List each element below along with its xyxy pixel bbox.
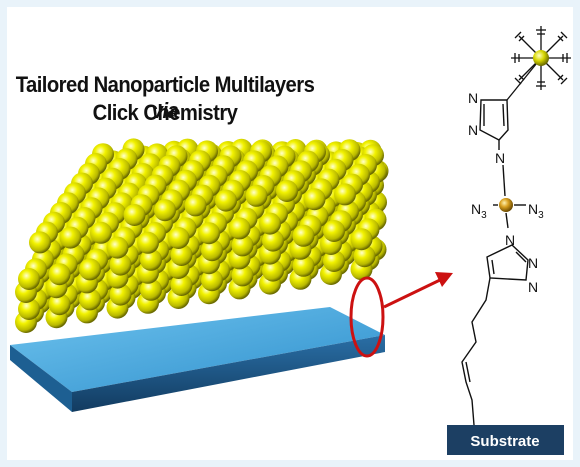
nanoparticle-sphere bbox=[109, 283, 132, 306]
nanoparticle-sphere bbox=[137, 231, 159, 254]
triazole-ring-upper bbox=[479, 99, 509, 150]
figure-title-line-2: Click Chemistry bbox=[92, 100, 238, 125]
nanoparticle-multilayer bbox=[15, 138, 389, 333]
nanoparticle-sphere bbox=[79, 258, 101, 281]
nanoparticle-sphere bbox=[262, 259, 284, 282]
triazole-ring-lower bbox=[486, 244, 529, 281]
nanoparticle-sphere bbox=[292, 224, 315, 247]
slab-front-face bbox=[72, 335, 385, 412]
pointer-arrow bbox=[383, 272, 453, 309]
nanoparticle-sphere bbox=[18, 268, 40, 290]
nanoparticle-sphere bbox=[59, 226, 82, 249]
nanoparticle-sphere bbox=[184, 194, 207, 217]
nanoparticle-sphere bbox=[29, 231, 51, 254]
nanoparticle-hub-icon bbox=[533, 50, 549, 66]
azide-right: N3 bbox=[528, 201, 544, 221]
nanoparticle-sphere bbox=[140, 248, 162, 271]
nanoparticle-sphere bbox=[276, 180, 298, 202]
nanoparticle-sphere bbox=[292, 254, 315, 277]
nanoparticle-sphere bbox=[140, 278, 162, 301]
nanoparticle-sphere bbox=[245, 184, 268, 207]
title-main-text: Tailored Nanoparticle Multilayers bbox=[15, 72, 315, 97]
figure-title-line-1: Tailored Nanoparticle Multilayers via bbox=[13, 72, 317, 124]
nanoparticle-sphere bbox=[228, 217, 251, 240]
highlight-ellipse bbox=[349, 276, 385, 358]
slab-side-face bbox=[10, 345, 72, 412]
azide-left: N3 bbox=[471, 201, 487, 221]
nanoparticle-sphere bbox=[323, 220, 345, 242]
nanoparticle-sphere bbox=[170, 274, 193, 296]
nanoparticle-sphere bbox=[323, 250, 345, 272]
nanoparticle-sphere bbox=[154, 199, 176, 222]
slab-substrate-label: Substrate bbox=[214, 377, 303, 417]
nanoparticle-sphere bbox=[109, 253, 132, 276]
triazole-n-lower-3: N bbox=[528, 279, 538, 295]
triazole-n-upper-2: N bbox=[468, 122, 478, 138]
substrate-box: Substrate bbox=[447, 425, 564, 455]
title-italic-text: via bbox=[151, 98, 179, 123]
nanoparticle-sphere bbox=[303, 188, 326, 211]
nanoparticle-sphere bbox=[259, 212, 281, 235]
nanoparticle-sphere bbox=[262, 229, 284, 252]
substrate-slab bbox=[10, 307, 385, 412]
nanoparticle-sphere bbox=[215, 189, 237, 212]
triazole-n-upper-3: N bbox=[495, 150, 505, 166]
triazole-n-lower-1: N bbox=[505, 232, 515, 248]
nanoparticle-sphere bbox=[170, 244, 193, 266]
nanoparticle-sphere bbox=[334, 183, 356, 206]
nanoparticle-sphere bbox=[231, 234, 254, 257]
molecule-structure: N N N N3 N3 N N N bbox=[461, 26, 571, 426]
nanoparticle-sphere bbox=[198, 222, 220, 245]
nanoparticle-sphere bbox=[79, 288, 101, 311]
triazole-n-upper-1: N bbox=[468, 90, 478, 106]
nanoparticle-sphere bbox=[90, 221, 112, 244]
nanoparticle-sphere bbox=[201, 239, 223, 262]
nanoparticle-sphere bbox=[353, 245, 376, 268]
nanoparticle-sphere bbox=[201, 269, 223, 292]
alkyl-chain bbox=[461, 277, 491, 426]
nanoparticle-sphere bbox=[48, 263, 71, 286]
nanoparticle-sphere bbox=[106, 236, 129, 259]
triazole-n-lower-2: N bbox=[528, 255, 538, 271]
metal-center-atom-icon bbox=[499, 198, 513, 212]
substrate-box-label: Substrate bbox=[470, 433, 539, 450]
nanoparticle-sphere bbox=[231, 264, 254, 287]
nanoparticle-sphere bbox=[18, 298, 40, 320]
nanoparticle-sphere bbox=[48, 293, 71, 316]
nanoparticle-sphere bbox=[350, 228, 373, 251]
nanoparticle-sphere bbox=[123, 204, 146, 226]
nanoparticle-sphere bbox=[167, 227, 190, 249]
slab-top-face bbox=[10, 307, 385, 392]
